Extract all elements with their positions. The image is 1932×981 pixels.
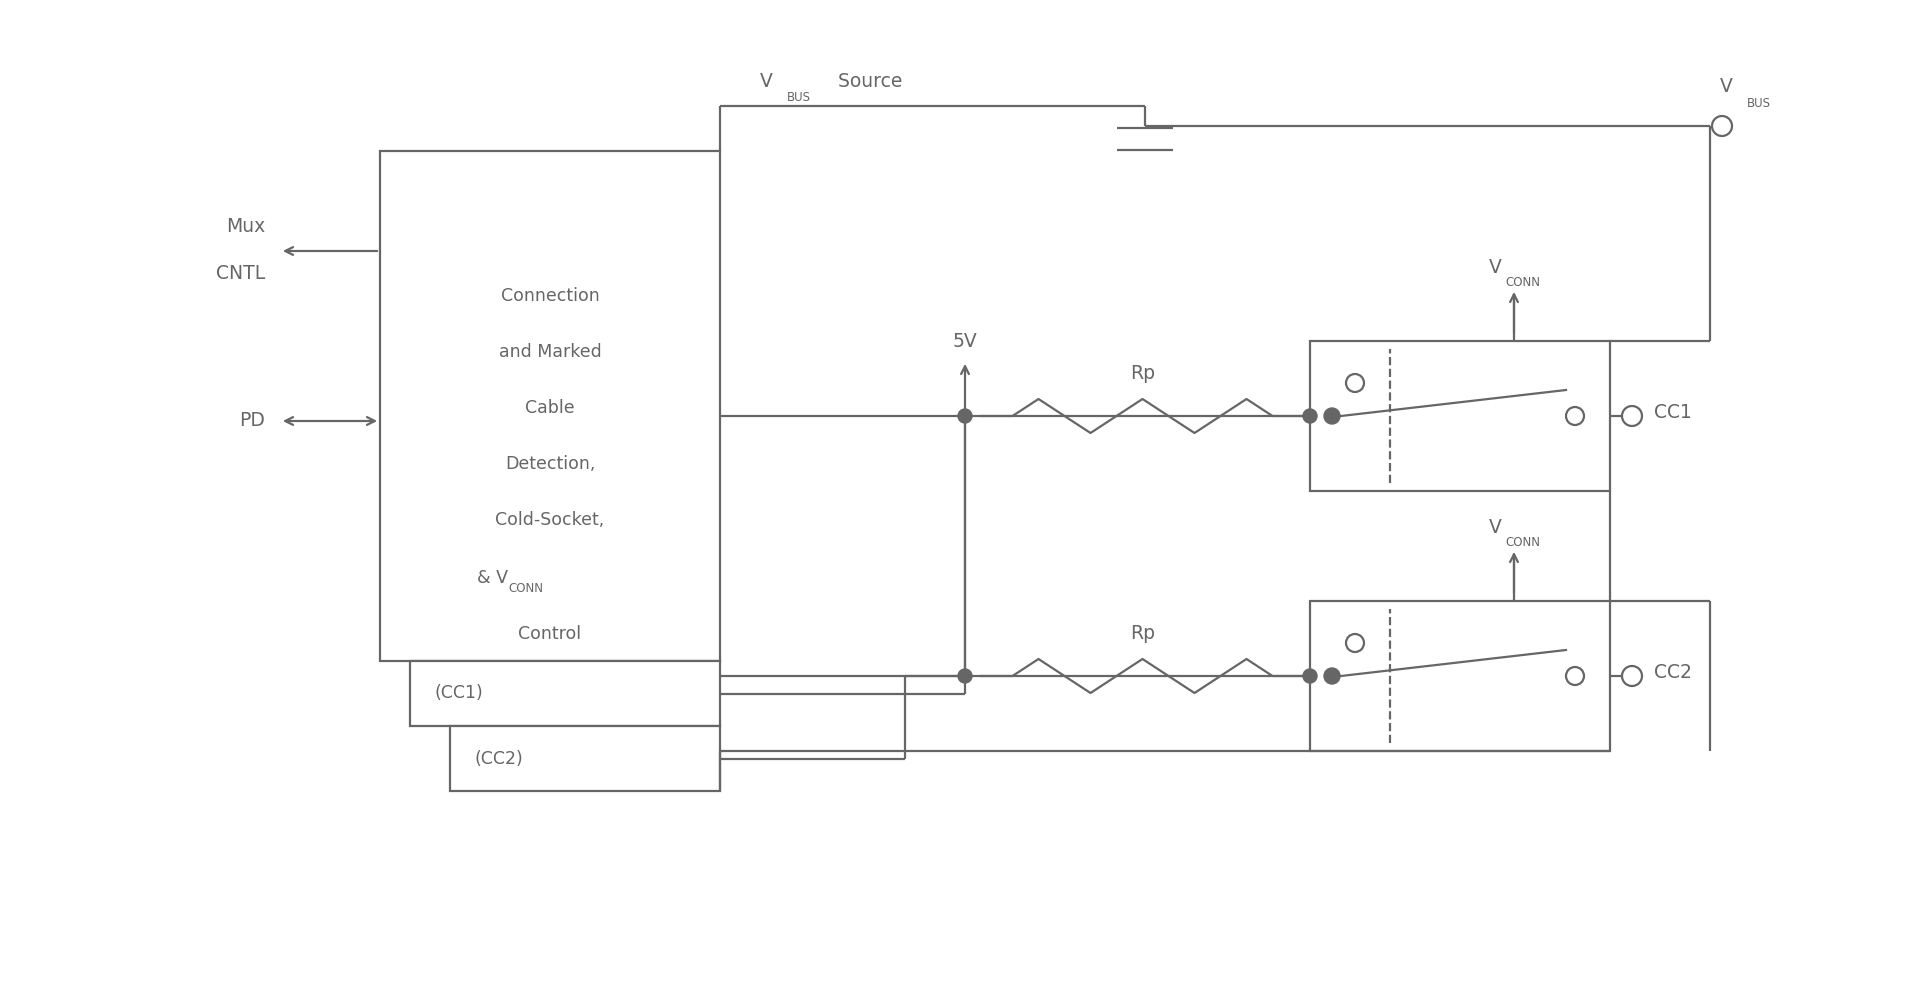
Circle shape — [1345, 374, 1364, 392]
Circle shape — [1621, 406, 1640, 426]
Text: BUS: BUS — [786, 91, 811, 104]
Circle shape — [1323, 408, 1339, 424]
Text: (CC1): (CC1) — [435, 685, 483, 702]
Circle shape — [1621, 666, 1640, 686]
Circle shape — [1302, 669, 1316, 683]
Text: and Marked: and Marked — [498, 343, 601, 361]
Text: Rp: Rp — [1130, 624, 1155, 643]
Text: CC1: CC1 — [1654, 402, 1690, 422]
Text: V: V — [1488, 518, 1501, 537]
Text: Source: Source — [831, 72, 902, 91]
Text: V: V — [1719, 77, 1731, 96]
Text: Cable: Cable — [526, 399, 574, 417]
Circle shape — [958, 409, 972, 423]
Circle shape — [1302, 409, 1316, 423]
Text: & V: & V — [477, 569, 508, 587]
Circle shape — [1712, 116, 1731, 136]
Text: Rp: Rp — [1130, 364, 1155, 383]
Bar — [450, 726, 719, 791]
Text: CONN: CONN — [1505, 536, 1540, 549]
Text: Detection,: Detection, — [504, 455, 595, 473]
Text: (CC2): (CC2) — [475, 749, 524, 767]
Circle shape — [958, 669, 972, 683]
Text: V: V — [759, 72, 773, 91]
Text: CONN: CONN — [1505, 276, 1540, 289]
Circle shape — [1565, 407, 1582, 425]
Text: 5V: 5V — [952, 332, 978, 351]
Bar — [381, 151, 719, 661]
Text: Control: Control — [518, 625, 582, 643]
Text: CNTL: CNTL — [216, 264, 265, 283]
Text: CC2: CC2 — [1654, 662, 1690, 682]
Text: BUS: BUS — [1747, 97, 1770, 110]
Text: Cold-Socket,: Cold-Socket, — [495, 511, 605, 529]
Text: V: V — [1488, 258, 1501, 277]
Bar — [1310, 601, 1609, 751]
Text: CONN: CONN — [508, 583, 543, 595]
Bar — [410, 661, 719, 726]
Circle shape — [1345, 634, 1364, 652]
Text: Connection: Connection — [500, 287, 599, 305]
Circle shape — [1323, 668, 1339, 684]
Circle shape — [1565, 667, 1582, 685]
Text: PD: PD — [240, 411, 265, 431]
Bar — [1310, 341, 1609, 491]
Text: Mux: Mux — [226, 217, 265, 236]
